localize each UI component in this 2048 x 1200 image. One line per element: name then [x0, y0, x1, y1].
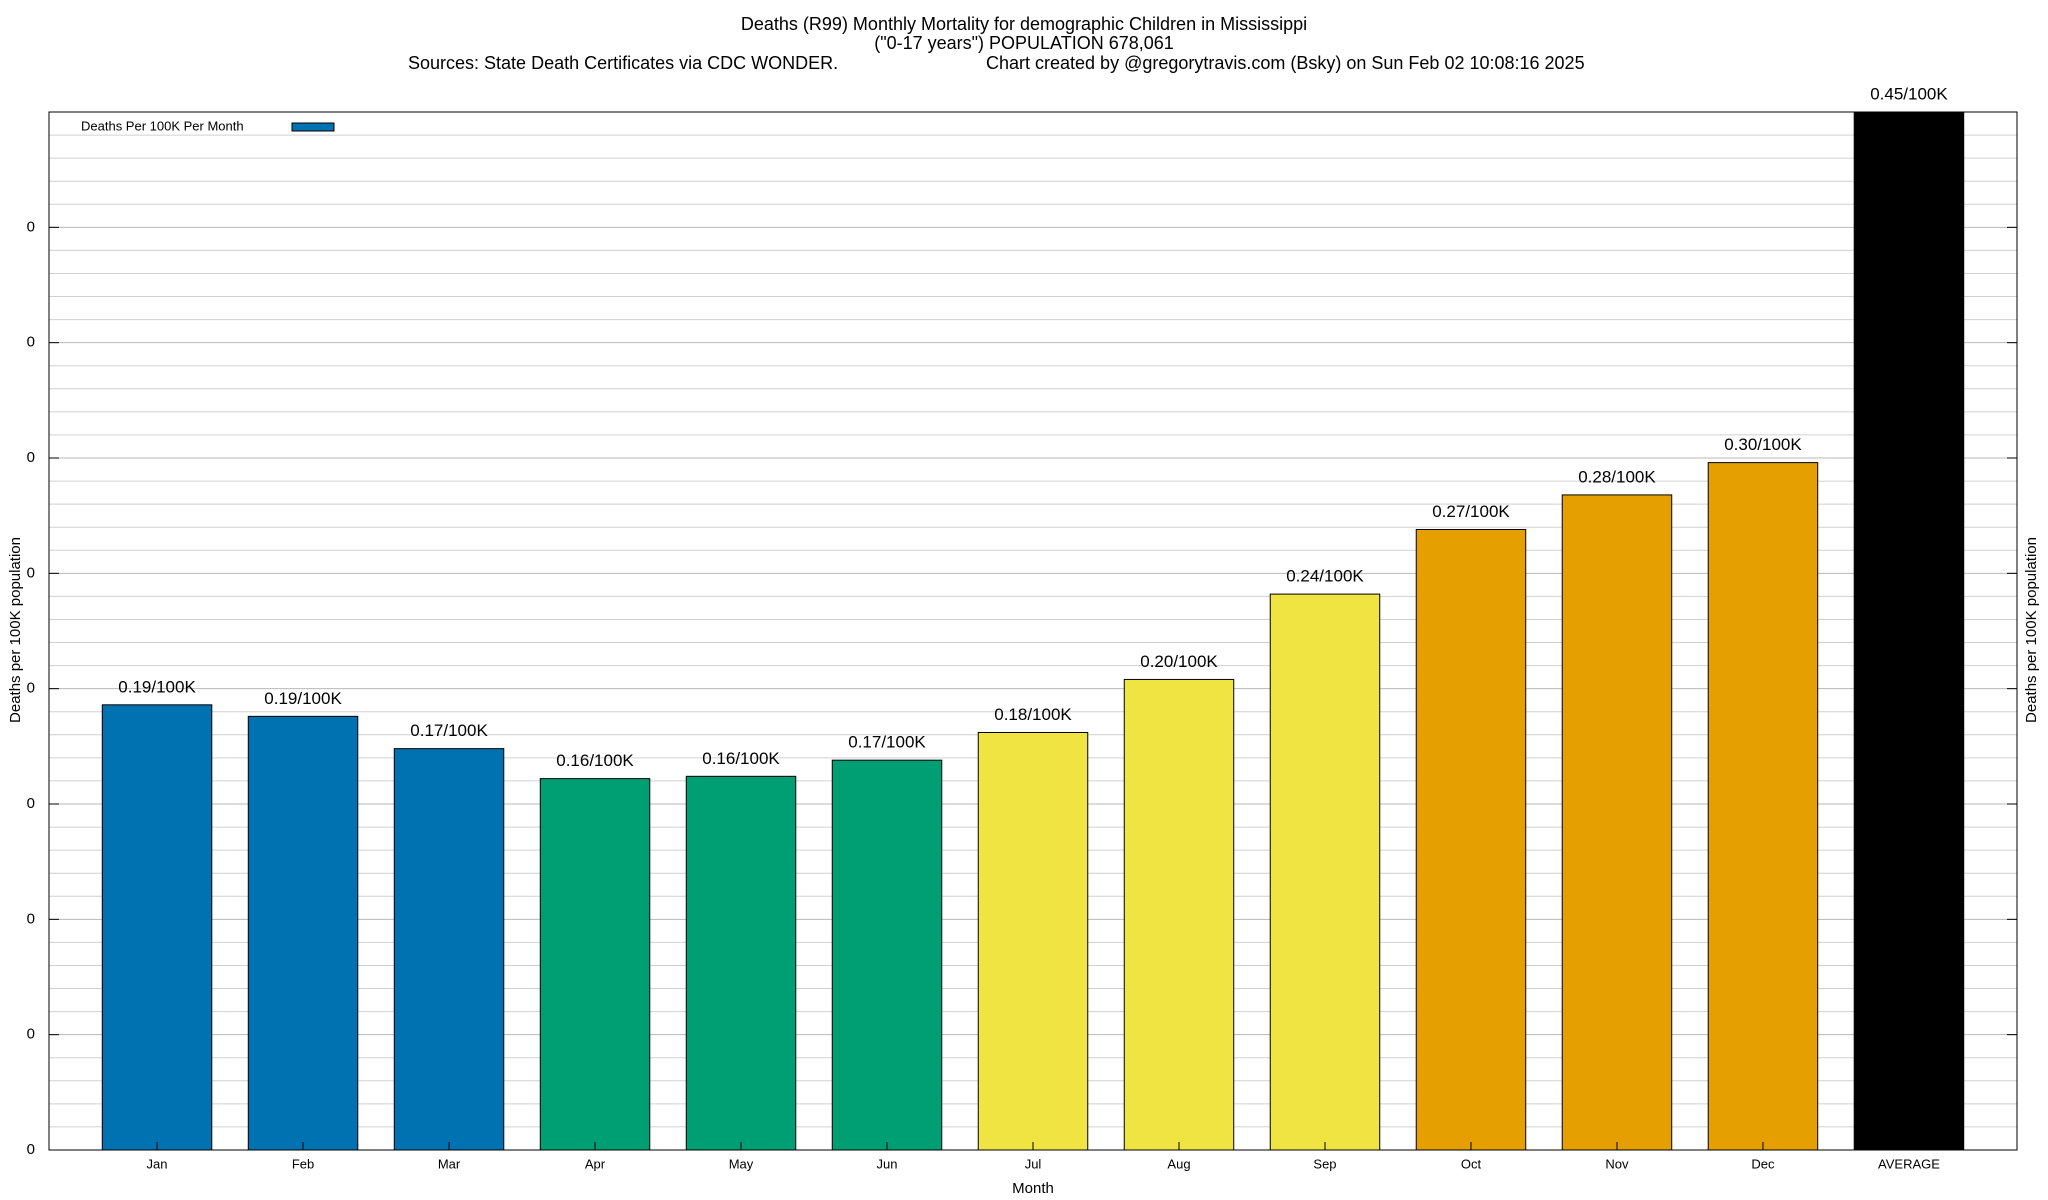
value-label: 0.24/100K: [1286, 567, 1364, 586]
x-tick-label: Nov: [1605, 1156, 1629, 1171]
value-label: 0.19/100K: [118, 677, 196, 696]
x-tick-label: Jun: [877, 1156, 898, 1171]
x-tick-label: Oct: [1461, 1156, 1482, 1171]
value-label: 0.16/100K: [556, 751, 634, 770]
bar: [1853, 111, 1965, 1151]
value-label: 0.28/100K: [1578, 467, 1656, 486]
y-tick-label: 0: [27, 680, 35, 697]
credit: Chart created by @gregorytravis.com (Bsk…: [986, 53, 1585, 73]
value-label: 0.17/100K: [848, 733, 926, 752]
x-tick-label: AVERAGE: [1878, 1156, 1940, 1171]
y-tick-label: 0: [27, 334, 35, 351]
y2-axis-label: Deaths per 100K population: [2023, 537, 2040, 723]
value-label: 0.18/100K: [994, 705, 1072, 724]
bar: [1415, 529, 1527, 1151]
bar: [539, 778, 651, 1151]
bar: [831, 759, 943, 1151]
y-tick-label: 0: [27, 795, 35, 812]
x-tick-label: Dec: [1751, 1156, 1775, 1171]
value-label: 0.45/100K: [1870, 84, 1948, 103]
value-label: 0.27/100K: [1432, 502, 1510, 521]
bar: [1123, 678, 1235, 1151]
y-tick-label: 0: [27, 910, 35, 927]
x-tick-label: Feb: [292, 1156, 314, 1171]
x-tick-label: Mar: [438, 1156, 461, 1171]
x-tick-label: Apr: [585, 1156, 606, 1171]
y-tick-label: 0: [27, 564, 35, 581]
bar: [1707, 462, 1819, 1151]
bar: [977, 731, 1089, 1151]
x-tick-label: Jan: [147, 1156, 168, 1171]
bar: [1561, 494, 1673, 1151]
x-tick-label: May: [729, 1156, 754, 1171]
value-label: 0.30/100K: [1724, 435, 1802, 454]
chart-subtitle: ("0-17 years") POPULATION 678,061: [874, 33, 1174, 53]
legend-label: Deaths Per 100K Per Month: [81, 118, 244, 133]
plot-frame: [48, 111, 2018, 1151]
x-tick-label: Sep: [1313, 1156, 1336, 1171]
y-tick-label: 0: [27, 1141, 35, 1158]
y-tick-label: 0: [27, 1026, 35, 1043]
bar: [247, 715, 359, 1151]
chart-title: Deaths (R99) Monthly Mortality for demog…: [741, 14, 1307, 34]
y-axis-label: Deaths per 100K population: [7, 537, 24, 723]
x-tick-label: Jul: [1025, 1156, 1042, 1171]
bar: [1269, 593, 1381, 1151]
bar: [393, 748, 505, 1151]
bar: [101, 704, 213, 1151]
value-label: 0.16/100K: [702, 749, 780, 768]
x-axis-label: Month: [1012, 1180, 1054, 1197]
y-tick-label: 0: [27, 218, 35, 235]
source: Sources: State Death Certificates via CD…: [408, 53, 838, 73]
value-label: 0.17/100K: [410, 721, 488, 740]
value-label: 0.20/100K: [1140, 652, 1218, 671]
y-tick-label: 0: [27, 449, 35, 466]
legend-swatch: [291, 122, 335, 132]
x-tick-label: Aug: [1167, 1156, 1190, 1171]
bar: [685, 775, 797, 1151]
value-label: 0.19/100K: [264, 689, 342, 708]
